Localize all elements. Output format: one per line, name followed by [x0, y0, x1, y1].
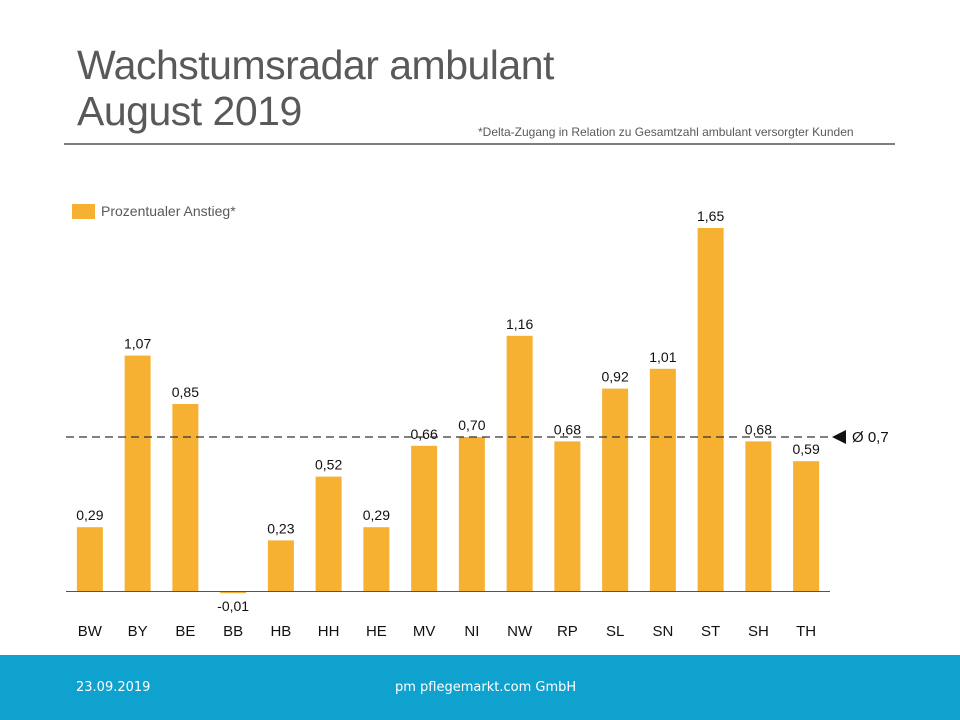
average-label: Ø 0,7: [852, 429, 889, 446]
value-label-sn: 1,01: [649, 349, 676, 365]
category-label-mv: MV: [413, 623, 436, 640]
value-label-bw: 0,29: [76, 507, 103, 523]
bar-ni: [458, 437, 485, 591]
bar-nw: [506, 335, 533, 591]
value-label-hb: 0,23: [267, 520, 294, 536]
value-label-ni: 0,70: [458, 417, 485, 433]
bar-bw: [76, 527, 103, 591]
chart-legend: Prozentualer Anstieg*: [72, 203, 236, 219]
value-label-th: 0,59: [793, 441, 820, 457]
value-label-sl: 0,92: [602, 369, 629, 385]
category-label-sh: SH: [748, 623, 769, 640]
slide-title-line1: Wachstumsradar ambulant: [77, 42, 554, 88]
legend-label: Prozentualer Anstieg*: [101, 203, 236, 219]
bar-sn: [649, 368, 676, 591]
bar-hh: [315, 476, 342, 591]
category-label-hb: HB: [270, 623, 291, 640]
value-label-nw: 1,16: [506, 316, 533, 332]
category-label-hh: HH: [318, 623, 340, 640]
category-label-bb: BB: [223, 623, 243, 640]
slide-title: Wachstumsradar ambulant August 2019: [77, 42, 554, 134]
category-label-he: HE: [366, 623, 387, 640]
footer-company: pm pflegemarkt.com GmbH: [395, 680, 577, 695]
value-label-he: 0,29: [363, 507, 390, 523]
category-label-nw: NW: [507, 623, 533, 640]
bar-mv: [411, 445, 438, 591]
value-labels-group: 0,29 1,07 0,85 -0,01 0,23 0,52 0,29 0,66 0,70 1,1…: [76, 208, 820, 614]
value-label-mv: 0,66: [411, 426, 438, 442]
category-labels-group: BW BY BE BB HB HH HE MV NI NW RP SL SN ST SH TH: [78, 623, 816, 640]
value-label-sh: 0,68: [745, 421, 772, 437]
footnote: *Delta-Zugang in Relation zu Gesamtzahl …: [478, 125, 854, 139]
bar-rp: [554, 441, 581, 591]
average-marker-icon: [832, 430, 846, 444]
category-label-sn: SN: [652, 623, 673, 640]
category-label-th: TH: [796, 623, 816, 640]
bars-group: [76, 228, 820, 594]
bar-be: [172, 404, 199, 591]
bar-chart: Prozentualer Anstieg* 0,291,070,85-0,010…: [66, 203, 889, 640]
legend-swatch: [72, 204, 95, 219]
value-label-hh: 0,52: [315, 457, 342, 473]
category-label-st: ST: [701, 623, 720, 640]
title-divider: [64, 143, 895, 145]
bar-by: [124, 355, 151, 591]
category-label-bw: BW: [78, 623, 103, 640]
value-label-be: 0,85: [172, 384, 199, 400]
slide-title-line2: August 2019: [77, 88, 302, 134]
footer-date: 23.09.2019: [76, 680, 151, 695]
category-label-by: BY: [128, 623, 148, 640]
bar-th: [793, 461, 820, 591]
value-label-rp: 0,68: [554, 421, 581, 437]
footer-bar: [0, 655, 960, 720]
bar-he: [363, 527, 390, 591]
bar-st: [697, 228, 724, 591]
bar-sl: [602, 388, 629, 591]
bar-sh: [745, 441, 772, 591]
category-label-rp: RP: [557, 623, 578, 640]
bar-bb: [220, 591, 247, 594]
value-label-bb: -0,01: [217, 598, 249, 614]
value-label-st: 1,65: [697, 208, 724, 224]
category-label-ni: NI: [464, 623, 479, 640]
value-label-by: 1,07: [124, 336, 151, 352]
category-label-be: BE: [175, 623, 195, 640]
bar-hb: [267, 540, 294, 591]
category-label-sl: SL: [606, 623, 624, 640]
